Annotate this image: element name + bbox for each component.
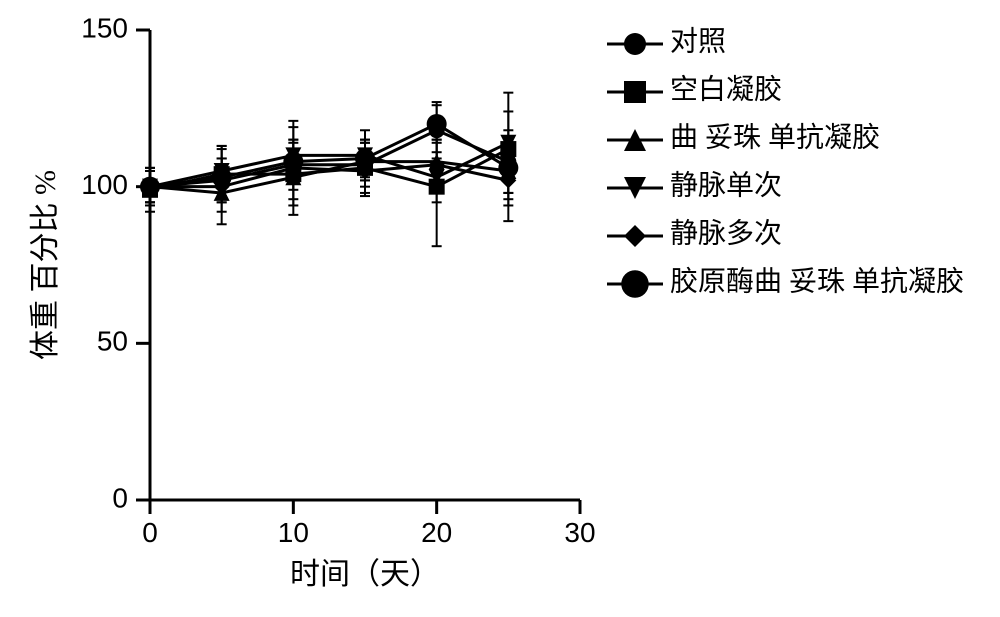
chart-container: 0 50 100 150 0 10 20 30 体重 百分比 % 时间（天） 对照空白凝胶曲 妥珠 … <box>0 0 1000 617</box>
legend-label: 空白凝胶 <box>670 73 782 105</box>
x-tick-label: 20 <box>421 517 452 548</box>
body-weight-chart: 0 50 100 150 0 10 20 30 体重 百分比 % 时间（天） 对照空白凝胶曲 妥珠 … <box>0 0 1000 617</box>
y-tick-label: 150 <box>81 12 128 43</box>
y-tick-label: 100 <box>81 169 128 200</box>
legend-item: 曲 妥珠 单抗凝胶 <box>607 121 880 153</box>
data-point-icon <box>498 158 518 178</box>
legend-marker-icon <box>624 225 646 247</box>
legend-marker-icon <box>621 270 649 298</box>
legend-label: 胶原酶曲 妥珠 单抗凝胶 <box>670 265 964 297</box>
legend-item: 静脉单次 <box>607 169 782 201</box>
x-axis-label: 时间（天） <box>290 558 440 591</box>
x-tick-label: 10 <box>278 517 309 548</box>
series-3 <box>142 111 516 202</box>
series-4 <box>142 121 516 224</box>
legend-label: 静脉多次 <box>670 217 782 249</box>
y-axis-label: 体重 百分比 % <box>29 170 62 360</box>
legend-item: 胶原酶曲 妥珠 单抗凝胶 <box>607 265 964 297</box>
data-point-icon <box>283 152 303 172</box>
y-tick-label: 0 <box>112 482 128 513</box>
data-point-icon <box>212 167 232 187</box>
y-tick-label: 50 <box>97 326 128 357</box>
x-tick-label: 30 <box>564 517 595 548</box>
legend-item: 静脉多次 <box>607 217 782 249</box>
legend-marker-icon <box>624 81 646 103</box>
data-point-icon <box>140 177 160 197</box>
legend-label: 曲 妥珠 单抗凝胶 <box>670 121 880 153</box>
data-point-icon <box>355 148 375 168</box>
data-point-icon <box>427 114 447 134</box>
legend-label: 静脉单次 <box>670 169 782 201</box>
legend-marker-icon <box>624 33 646 55</box>
legend-item: 空白凝胶 <box>607 73 782 105</box>
legend-label: 对照 <box>670 25 726 57</box>
legend-item: 对照 <box>607 25 726 57</box>
x-tick-label: 0 <box>142 517 158 548</box>
